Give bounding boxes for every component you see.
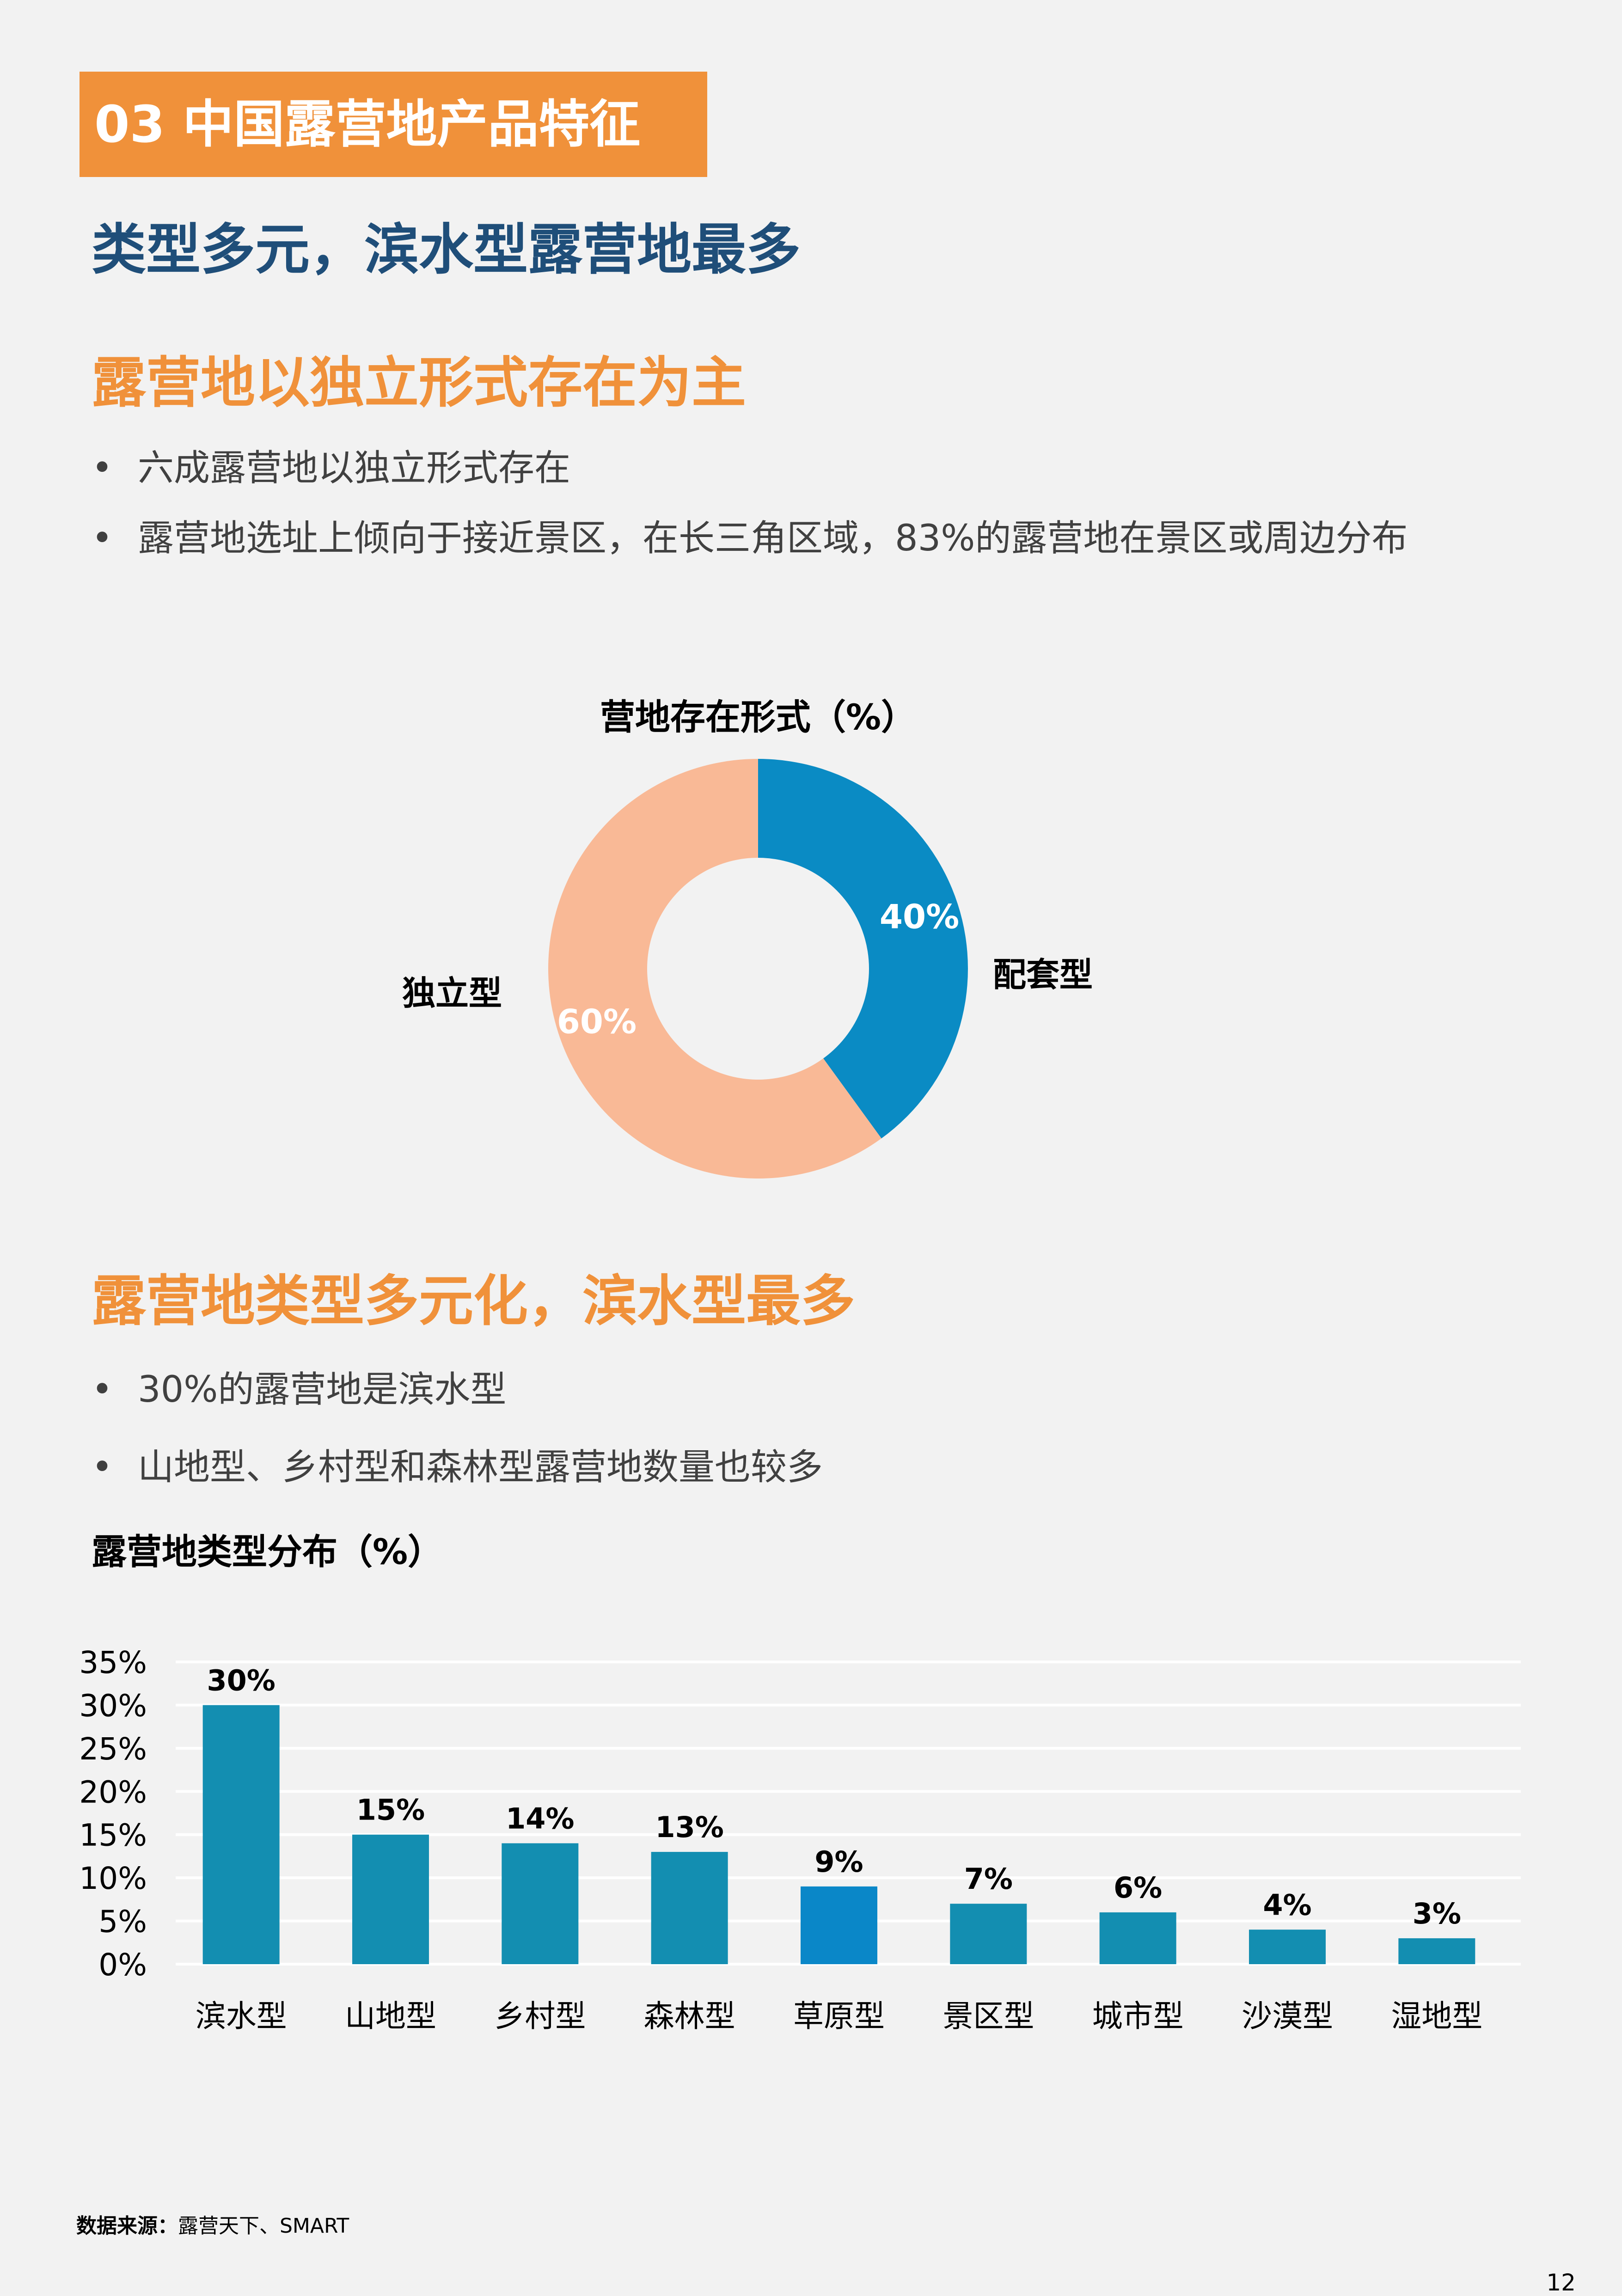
data-source-text: 露营天下、SMART: [178, 2214, 349, 2238]
x-category-label: 乡村型: [494, 1998, 586, 2034]
pie-value-label-1: 60%: [557, 1002, 637, 1041]
pie-value-label-0: 40%: [880, 898, 959, 936]
y-tick-label: 30%: [79, 1688, 147, 1723]
y-tick-label: 10%: [79, 1861, 147, 1896]
bullet-dot: •: [92, 518, 113, 559]
bar-8: [1398, 1938, 1475, 1964]
bullet-dot: •: [92, 1447, 113, 1488]
bar-value-label: 13%: [655, 1810, 723, 1844]
bar-4: [801, 1886, 877, 1964]
y-tick-label: 15%: [79, 1818, 147, 1853]
page-number: 12: [1546, 2269, 1576, 2296]
y-tick-label: 35%: [79, 1645, 147, 1680]
bar-value-label: 14%: [506, 1801, 574, 1835]
bullet-item: • 30%的露营地是滨水型: [92, 1364, 506, 1415]
subheading-standalone: 露营地以独立形式存在为主: [92, 351, 747, 415]
bar-2: [502, 1843, 579, 1964]
bullet-item: • 六成露营地以独立形式存在: [92, 443, 570, 494]
page-headline: 类型多元，滨水型露营地最多: [92, 218, 801, 281]
bar-chart: 0% 5% 10% 15% 20% 25% 30% 35% 30% 滨水型 15% 山地型 14% 乡村型…: [79, 1645, 1521, 2034]
bar-6: [1099, 1912, 1176, 1964]
bar-value-label: 15%: [356, 1793, 425, 1827]
bullet-text: 山地型、乡村型和森林型露营地数量也较多: [138, 1447, 823, 1488]
x-category-label: 景区型: [943, 1998, 1034, 2034]
bullet-item: • 山地型、乡村型和森林型露营地数量也较多: [92, 1442, 823, 1493]
bar-1: [352, 1834, 429, 1964]
bar-5: [950, 1904, 1027, 1964]
x-category-label: 湿地型: [1391, 1998, 1482, 2034]
y-tick-label: 5%: [98, 1904, 147, 1940]
bar-value-label: 30%: [207, 1663, 275, 1697]
y-tick-label: 0%: [98, 1947, 147, 1983]
x-category-label: 草原型: [793, 1998, 885, 2034]
bar-value-label: 6%: [1114, 1871, 1162, 1905]
pie-chart: 40% 60%: [548, 759, 968, 1179]
bullet-text: 30%的露营地是滨水型: [138, 1369, 507, 1411]
bar-value-label: 3%: [1413, 1897, 1461, 1930]
bullet-text: 露营地选址上倾向于接近景区，在长三角区域，83%的露营地在景区或周边分布: [138, 518, 1408, 559]
bullet-text: 六成露营地以独立形式存在: [138, 447, 571, 489]
pie-legend-label-duli: 独立型: [402, 974, 502, 1013]
bar-7: [1249, 1930, 1326, 1964]
subheading-types: 露营地类型多元化，滨水型最多: [92, 1269, 856, 1333]
x-category-label: 山地型: [345, 1998, 436, 2034]
bar-3: [651, 1852, 728, 1964]
x-category-label: 城市型: [1092, 1998, 1184, 2034]
y-tick-label: 20%: [79, 1774, 147, 1810]
pie-legend-label-peitao: 配套型: [993, 955, 1093, 994]
section-tag: 03 中国露营地产品特征: [80, 72, 707, 177]
pie-slice-0: [758, 759, 968, 1139]
bullet-dot: •: [92, 447, 113, 489]
pie-slice-1: [548, 759, 881, 1179]
bar-value-label: 7%: [964, 1862, 1013, 1896]
x-category-label: 森林型: [644, 1998, 735, 2034]
section-tag-text: 03 中国露营地产品特征: [94, 95, 641, 154]
data-source-label: 数据来源：: [76, 2214, 178, 2238]
y-tick-label: 25%: [79, 1731, 147, 1767]
bar-chart-title: 露营地类型分布（%）: [92, 1531, 443, 1572]
x-category-label: 滨水型: [196, 1998, 287, 2034]
bullet-item: • 露营地选址上倾向于接近景区，在长三角区域，83%的露营地在景区或周边分布: [92, 513, 1408, 564]
x-category-label: 沙漠型: [1242, 1998, 1333, 2034]
bar-value-label: 9%: [814, 1845, 863, 1879]
data-source: 数据来源：露营天下、SMART: [76, 2209, 349, 2239]
bullet-dot: •: [92, 1369, 113, 1411]
pie-chart-title-text: 营地存在形式（%）: [600, 696, 917, 738]
bar-0: [202, 1705, 280, 1964]
bar-value-label: 4%: [1263, 1888, 1311, 1922]
